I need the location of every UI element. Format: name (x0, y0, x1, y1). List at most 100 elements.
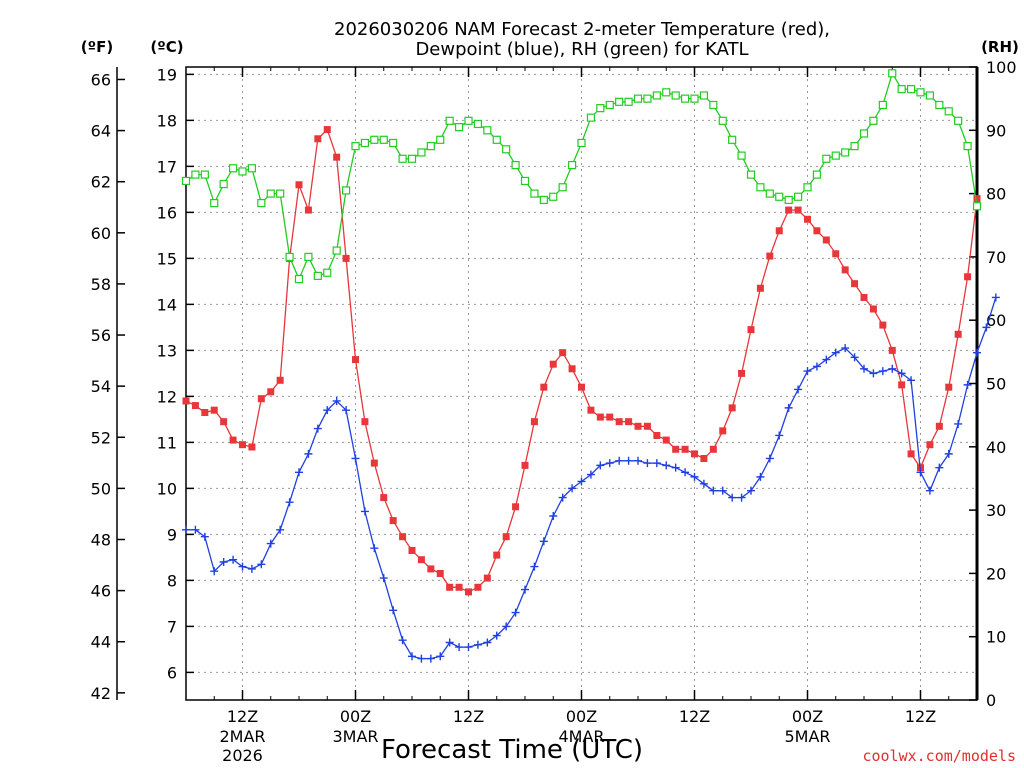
c-tick-label: 12 (157, 387, 177, 406)
temperature-point (973, 195, 981, 203)
dewpoint-point (285, 498, 294, 507)
temperature-point (879, 321, 887, 329)
temperature-point (747, 326, 755, 334)
rh-point (652, 91, 661, 100)
chart-title-line2: Dewpoint (blue), RH (green) for KATL (415, 39, 748, 60)
rh-point (417, 148, 426, 157)
rh-point (313, 271, 322, 280)
x-tick-label: 12Z (679, 707, 710, 726)
f-tick-label: 44 (91, 633, 111, 652)
rh-point (803, 183, 812, 192)
f-tick-label: 58 (91, 275, 111, 294)
rh-point (718, 116, 727, 125)
dewpoint-point (652, 459, 661, 468)
rh-point (793, 192, 803, 201)
temperature-point (427, 565, 435, 573)
temperature-point (907, 450, 915, 458)
temperature-point (399, 533, 407, 541)
dewpoint-point (342, 406, 351, 415)
x-tick-year-label: 2026 (222, 746, 263, 765)
temperature-point (804, 215, 811, 223)
c-tick-label: 10 (157, 479, 177, 498)
dewpoint-point (944, 449, 953, 458)
rh-point (690, 94, 699, 103)
rh-point (332, 246, 341, 255)
dewpoint-point (860, 364, 868, 373)
dewpoint-point (765, 454, 774, 463)
rh-point (709, 100, 718, 110)
temperature-point (681, 445, 689, 453)
rh-tick-label: 60 (986, 311, 1006, 330)
dewpoint-point (426, 654, 435, 663)
axes: 4244464850525456586062646667891011121314… (91, 58, 1017, 765)
x-tick-date-label: 4MAR (558, 727, 604, 746)
rh-point (341, 186, 351, 195)
rh-point (407, 154, 417, 163)
x-tick-label: 00Z (566, 707, 597, 726)
temperature-point (794, 206, 802, 214)
f-tick-label: 56 (91, 326, 111, 345)
dewpoint-point (671, 463, 680, 472)
rh-tick-label: 80 (986, 185, 1006, 204)
rh-point (473, 119, 483, 129)
dewpoint-point (803, 367, 812, 376)
dewpoint-point (549, 511, 558, 520)
temperature-point (785, 206, 793, 214)
rh-point (633, 94, 643, 103)
dewpoint-point (850, 353, 859, 362)
temperature-point (587, 406, 595, 414)
c-tick-label: 8 (167, 571, 177, 590)
rh-point (294, 274, 304, 284)
rh-tick-label: 50 (986, 375, 1006, 394)
dewpoint-point (276, 525, 285, 534)
temperature-point (361, 418, 369, 426)
dewpoint-point (991, 293, 1000, 302)
rh-point (728, 135, 737, 144)
dewpoint-point (784, 403, 793, 412)
rh-point (916, 88, 925, 97)
rh-point (200, 170, 209, 179)
rh-point (181, 176, 191, 186)
rh-point (831, 151, 840, 160)
rh-point (530, 189, 539, 198)
rh-point (464, 116, 473, 125)
rh-point (323, 268, 332, 277)
c-tick-label: 11 (157, 433, 177, 452)
temperature-point (738, 369, 746, 377)
rh-point (483, 126, 492, 135)
dewpoint-point (483, 638, 492, 647)
temperature-point (455, 583, 463, 591)
rh-point (520, 176, 530, 186)
temperature-point (352, 356, 359, 364)
dewpoint-point (182, 525, 190, 534)
dewpoint-point (681, 468, 690, 477)
temperature-point (568, 365, 576, 373)
dewpoint-point (473, 640, 482, 649)
rh-point (784, 195, 793, 205)
rh-point (266, 189, 275, 198)
x-tick-label: 00Z (792, 707, 823, 726)
temperature-point (549, 360, 557, 368)
dewpoint-point (238, 562, 247, 571)
dewpoint-point (539, 537, 548, 546)
rh-unit-label: (RH) (981, 38, 1019, 56)
dewpoint-point (878, 367, 887, 376)
dewpoint-point (502, 622, 511, 631)
x-axis-title: Forecast Time (UTC) (381, 735, 643, 765)
rh-point (567, 161, 577, 170)
rh-tick-label: 100 (986, 58, 1017, 77)
c-tick-label: 18 (157, 111, 177, 130)
temperature-point (653, 431, 661, 439)
temperature-point (822, 236, 830, 244)
dewpoint-point (907, 376, 916, 385)
temperature-point (728, 404, 736, 412)
rh-point (850, 142, 859, 151)
rh-point (445, 116, 454, 125)
source-credit: coolwx.com/models (862, 747, 1016, 765)
dewpoint-point (323, 406, 332, 415)
dewpoint-point (775, 431, 784, 440)
f-tick-label: 52 (91, 428, 111, 447)
dewpoint-point (351, 454, 360, 463)
temperature-point (408, 546, 416, 554)
